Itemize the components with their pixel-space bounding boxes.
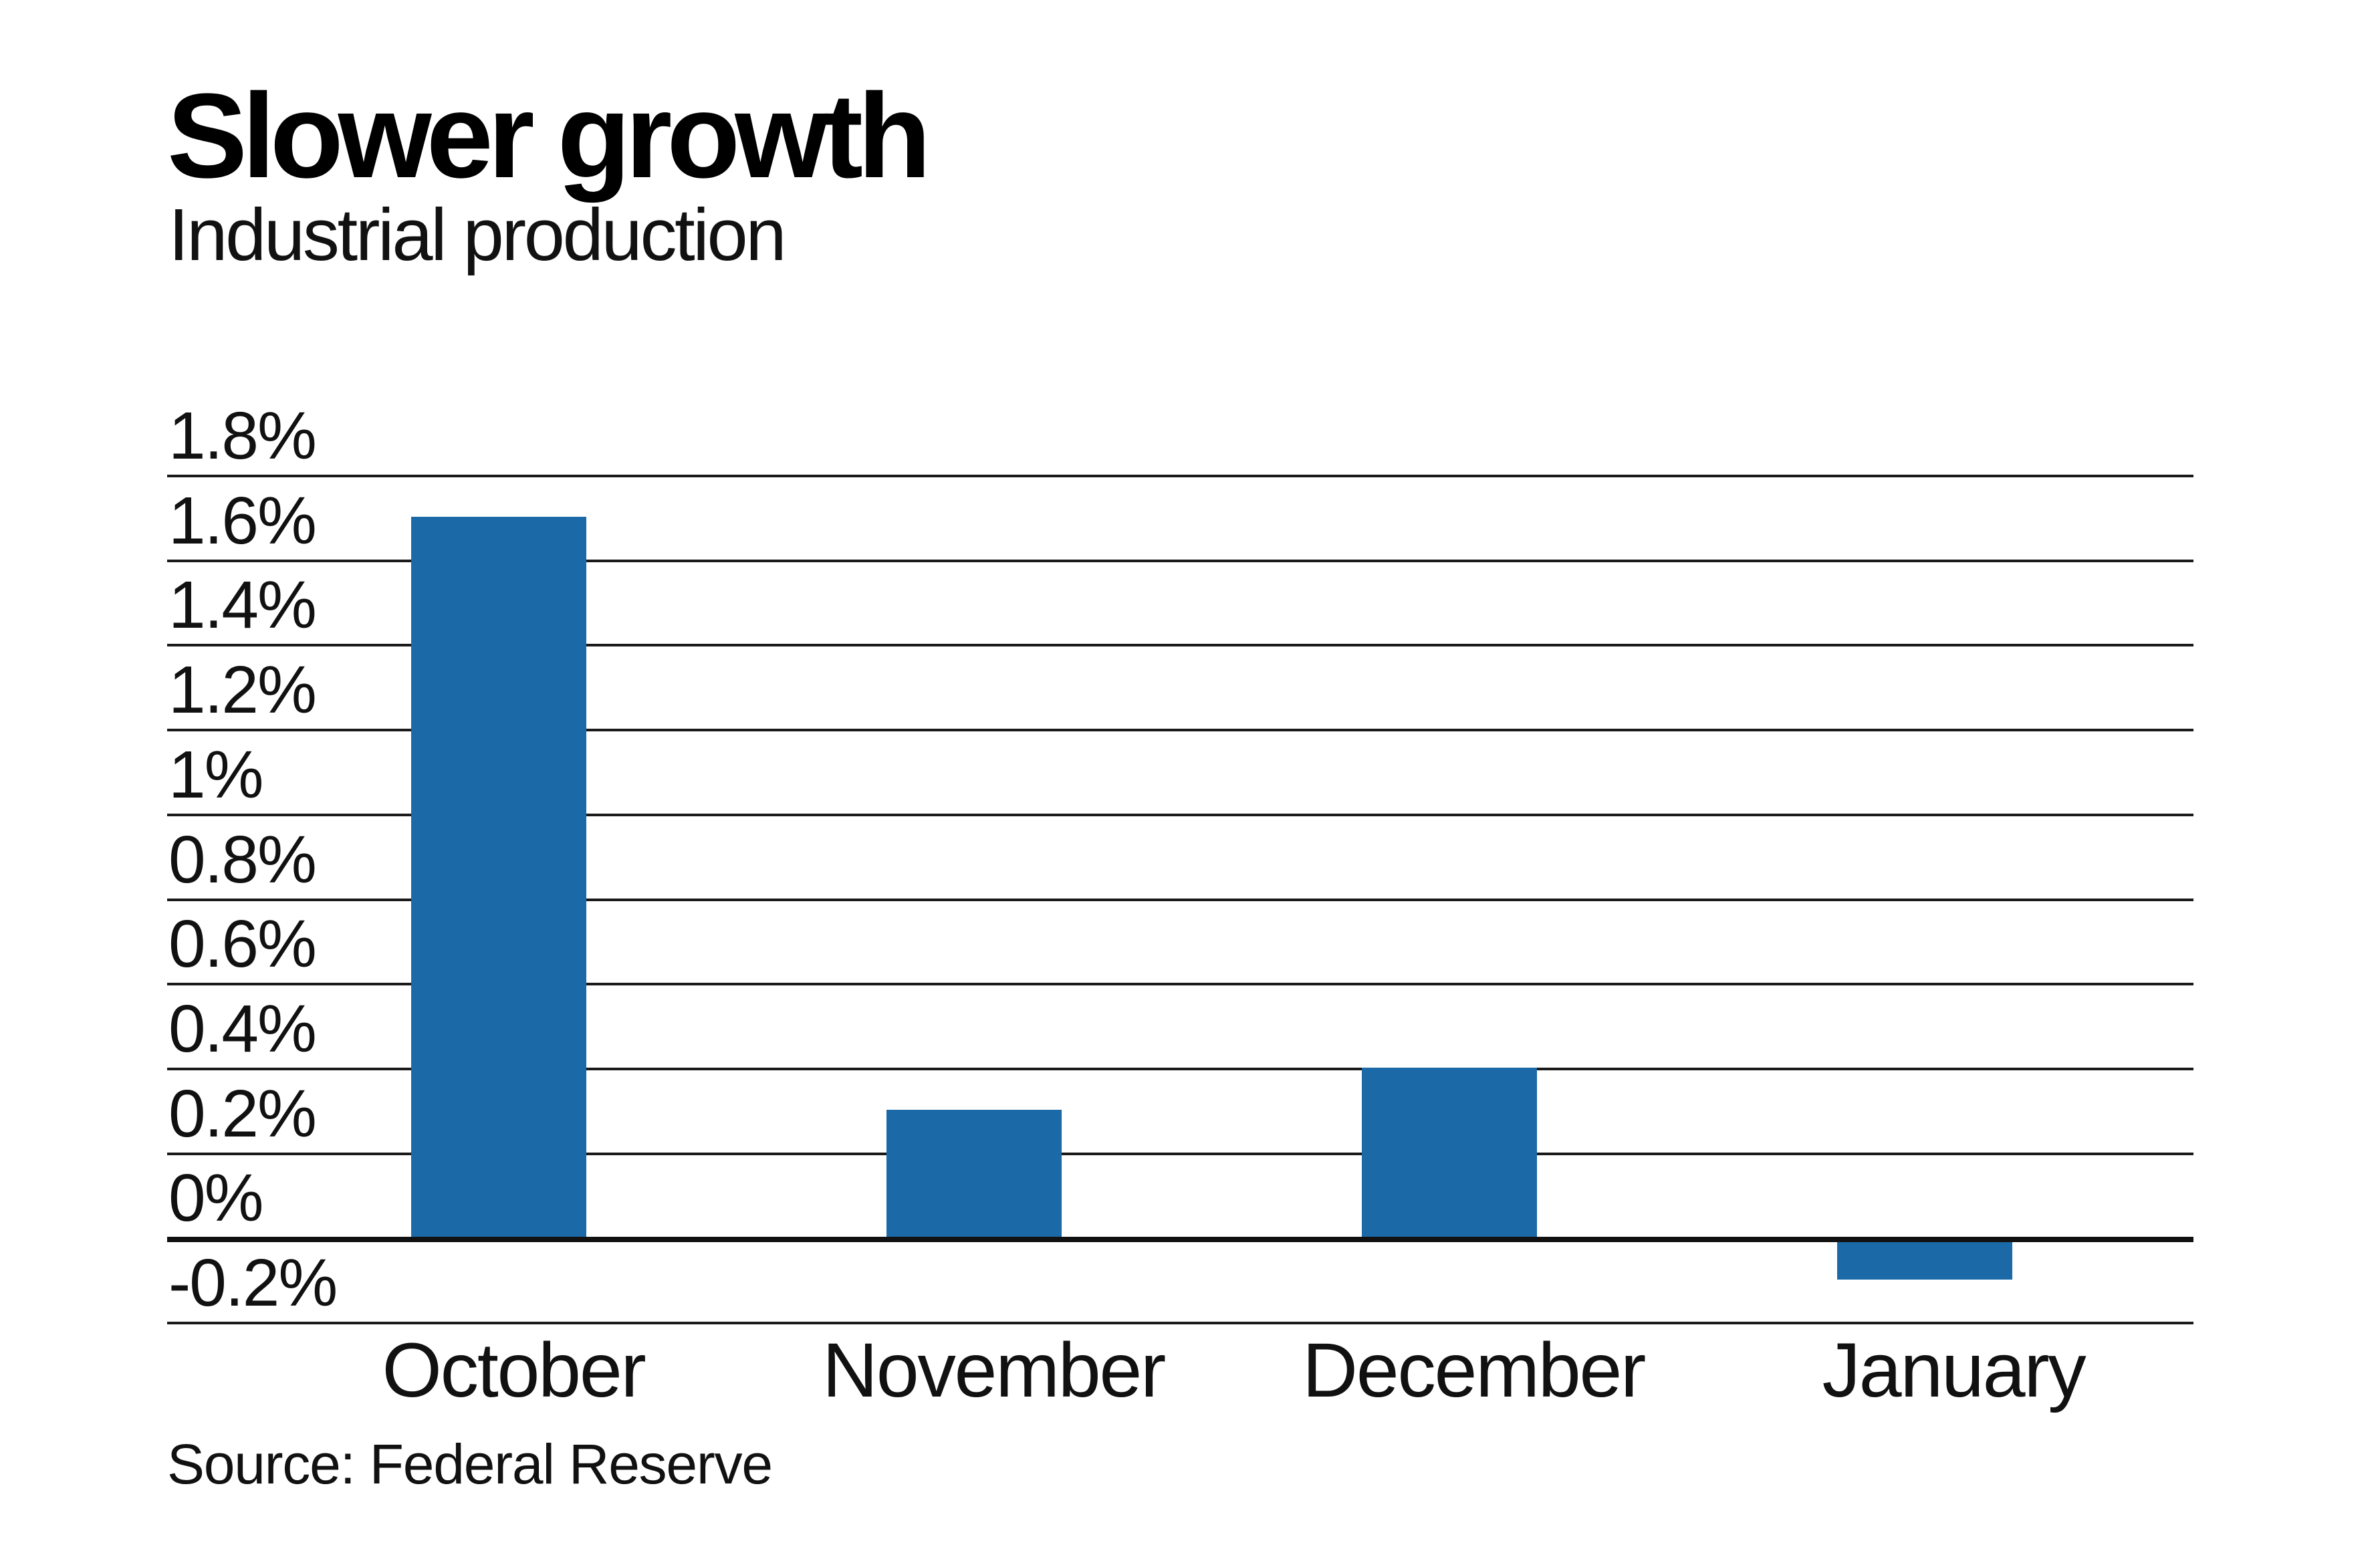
- gridline: [167, 475, 2193, 477]
- source-note: Source: Federal Reserve: [167, 1433, 773, 1496]
- x-axis-label-november: November: [822, 1328, 1166, 1413]
- gridline: [167, 1322, 2193, 1324]
- gridline: [167, 1153, 2193, 1155]
- y-axis-tick-label: 0.4%: [168, 991, 317, 1066]
- y-axis-tick-label: 1.4%: [168, 568, 317, 642]
- bar-november: [886, 1110, 1062, 1237]
- y-axis-tick-label: 1%: [168, 737, 264, 812]
- y-axis-tick-label: -0.2%: [168, 1245, 338, 1320]
- chart-title: Slower growth: [167, 69, 931, 203]
- chart-subtitle: Industrial production: [168, 194, 787, 276]
- y-axis-tick-label: 1.2%: [168, 652, 317, 727]
- y-axis-tick-label: 0%: [168, 1161, 264, 1235]
- x-axis-label-october: October: [382, 1328, 646, 1413]
- y-axis-tick-label: 0.6%: [168, 907, 317, 981]
- bar-december: [1362, 1068, 1537, 1237]
- y-axis-tick-label: 1.6%: [168, 483, 317, 558]
- x-axis-label-january: January: [1822, 1328, 2086, 1413]
- gridline: [167, 1068, 2193, 1070]
- gridline: [167, 729, 2193, 731]
- gridline: [167, 644, 2193, 646]
- zero-gridline: [167, 1237, 2193, 1242]
- bar-january: [1837, 1242, 2012, 1280]
- y-axis-tick-label: 1.8%: [168, 398, 317, 473]
- gridline: [167, 983, 2193, 985]
- y-axis-tick-label: 0.2%: [168, 1076, 317, 1151]
- bar-october: [411, 517, 586, 1237]
- y-axis-tick-label: 0.8%: [168, 822, 317, 897]
- gridline: [167, 560, 2193, 562]
- x-axis-label-december: December: [1302, 1328, 1646, 1413]
- gridline: [167, 814, 2193, 816]
- gridline: [167, 899, 2193, 901]
